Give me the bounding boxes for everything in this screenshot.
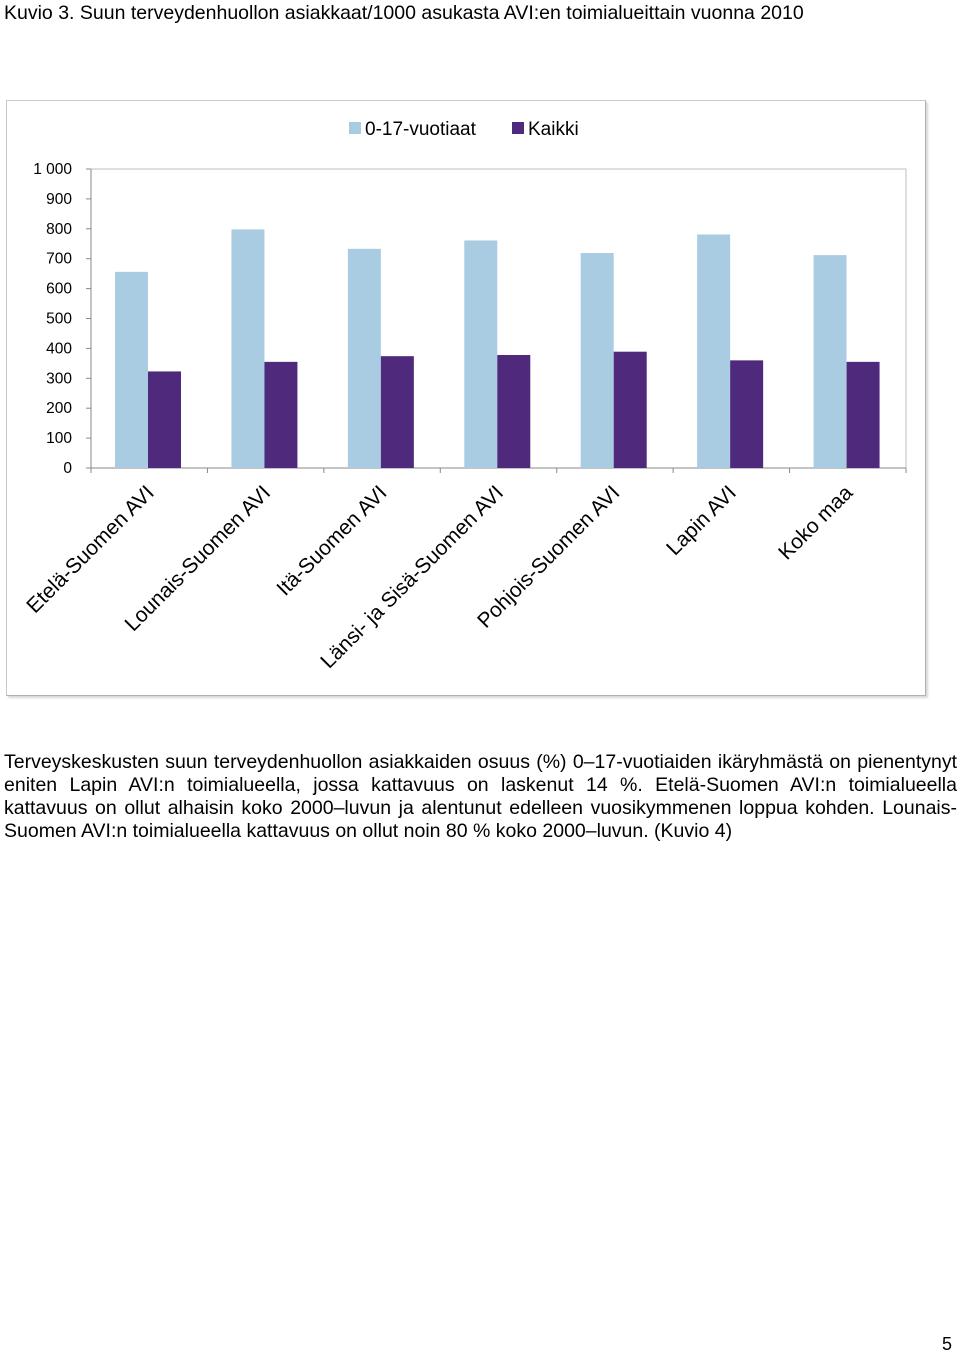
bar-all — [148, 371, 181, 468]
y-tick-label: 0 — [63, 460, 72, 477]
legend-label-all: Kaikki — [528, 119, 579, 140]
figure-caption: Kuvio 3. Suun terveydenhuollon asiakkaat… — [4, 2, 956, 25]
x-category-label: Lapin AVI — [662, 481, 741, 560]
bar-youth — [464, 240, 498, 468]
y-tick-label: 400 — [46, 340, 72, 357]
chart-frame — [6, 100, 926, 696]
bar-youth — [813, 255, 847, 468]
legend-swatch-youth — [349, 122, 361, 134]
bar-all — [613, 351, 647, 468]
bar-youth — [347, 248, 381, 468]
bar-all — [264, 361, 298, 468]
bar-youth — [580, 253, 614, 468]
legend-label-youth: 0-17-vuotiaat — [365, 119, 477, 140]
bar-youth — [115, 271, 148, 468]
bar-chart: 0 100 200 300 400 500 600 700 800 900 1 000 Etelä-S… — [22, 119, 907, 673]
page-number: 5 — [942, 1334, 953, 1354]
bar-youth — [697, 234, 731, 468]
x-category-label: Itä-Suomen AVI — [272, 481, 391, 600]
y-tick-label: 200 — [46, 400, 72, 417]
caption-label: Kuvio 3. — [4, 2, 75, 24]
y-tick-label: 900 — [46, 191, 72, 208]
y-tick-label: 1 000 — [33, 161, 72, 178]
bar-all — [380, 356, 414, 468]
y-tick-label: 800 — [46, 221, 72, 238]
bar-all — [497, 354, 531, 468]
caption-text: Suun terveydenhuollon asiakkaat/1000 asu… — [79, 2, 804, 24]
bar-youth — [231, 229, 265, 468]
y-tick-label: 700 — [46, 251, 72, 268]
x-category-label: Länsi- ja Sisä-Suomen AVI — [316, 481, 508, 673]
x-category-label: Koko maa — [774, 481, 857, 564]
x-category-label: Etelä-Suomen AVI — [22, 481, 159, 618]
y-tick-label: 600 — [46, 281, 72, 298]
bar-all — [730, 360, 764, 468]
y-tick-label: 100 — [46, 430, 72, 447]
y-tick-label: 500 — [46, 311, 72, 328]
y-tick-label: 300 — [46, 370, 72, 387]
body-paragraph: Terveyskeskusten suun terveydenhuollon a… — [4, 751, 957, 842]
legend-swatch-all — [512, 122, 524, 134]
bar-all — [846, 361, 880, 468]
